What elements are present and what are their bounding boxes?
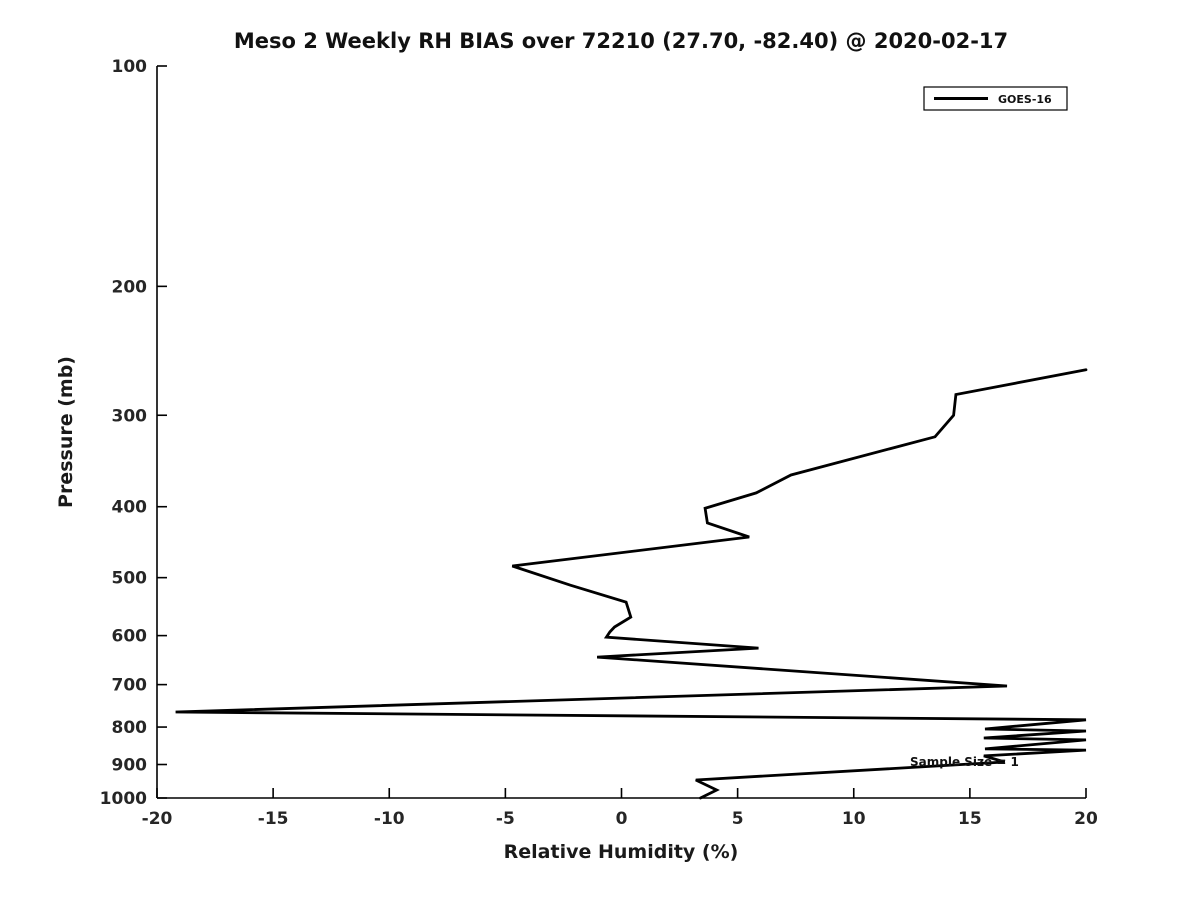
legend-entry-label: GOES-16 xyxy=(998,93,1052,106)
x-tick-label: -10 xyxy=(374,809,405,829)
data-series-group xyxy=(175,368,1088,800)
y-tick-label: 900 xyxy=(112,756,148,776)
y-tick-label: 500 xyxy=(112,569,148,589)
x-tick-label: 15 xyxy=(958,809,982,829)
y-axis-ticks: 100 200 300 400 500 600 700 800 900 1000 xyxy=(100,57,167,809)
x-axis-label: Relative Humidity (%) xyxy=(504,841,739,863)
y-tick-label: 200 xyxy=(112,277,148,297)
legend-box: GOES-16 xyxy=(923,86,1068,111)
x-tick-label: -15 xyxy=(258,809,289,829)
y-tick-label: 800 xyxy=(112,718,148,738)
y-tick-label: 700 xyxy=(112,676,148,696)
y-tick-label: 300 xyxy=(112,406,148,426)
series-line-goes-16 xyxy=(175,368,1088,800)
x-tick-label: 20 xyxy=(1074,809,1098,829)
y-tick-label: 400 xyxy=(112,498,148,518)
chart-title: Meso 2 Weekly RH BIAS over 72210 (27.70,… xyxy=(234,29,1008,53)
y-axis-label: Pressure (mb) xyxy=(55,356,77,508)
x-tick-label: -20 xyxy=(142,809,173,829)
y-tick-label: 1000 xyxy=(100,789,147,809)
sample-size-annotation: Sample Size = 1 xyxy=(910,755,1019,769)
x-tick-label: 0 xyxy=(616,809,628,829)
x-tick-label: 10 xyxy=(842,809,866,829)
x-tick-label: -5 xyxy=(496,809,515,829)
x-axis-ticks: -20 -15 -10 -5 0 5 10 15 20 xyxy=(142,788,1098,829)
y-tick-label: 600 xyxy=(112,627,148,647)
x-tick-label: 5 xyxy=(732,809,744,829)
y-tick-label: 100 xyxy=(112,57,148,77)
